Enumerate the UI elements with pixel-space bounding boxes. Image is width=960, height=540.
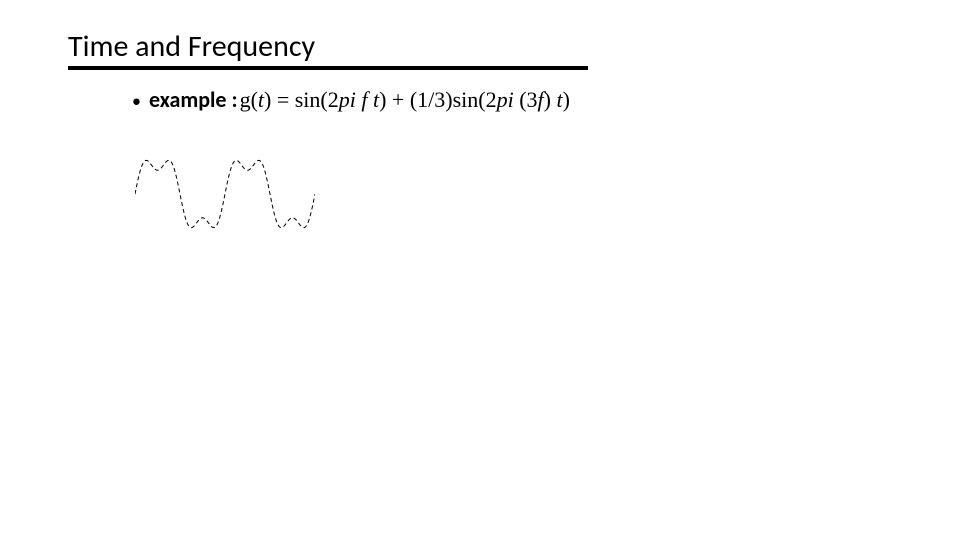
chart-background [135, 144, 315, 244]
waveform-svg [135, 144, 315, 244]
title-block: Time and Frequency [68, 30, 588, 70]
formula-text: g(t) = sin(2pi f t) + (1/3)sin(2pi (3f) … [240, 87, 570, 113]
example-label: example : [149, 86, 238, 113]
bullet-dot: • [132, 90, 141, 112]
title-underline [68, 66, 588, 70]
bullet-example: • example : g(t) = sin(2pi f t) + (1/3)s… [132, 86, 570, 113]
waveform-chart [135, 144, 315, 244]
page-title: Time and Frequency [68, 30, 588, 63]
slide: { "title": "Time and Frequency", "underl… [0, 0, 960, 540]
